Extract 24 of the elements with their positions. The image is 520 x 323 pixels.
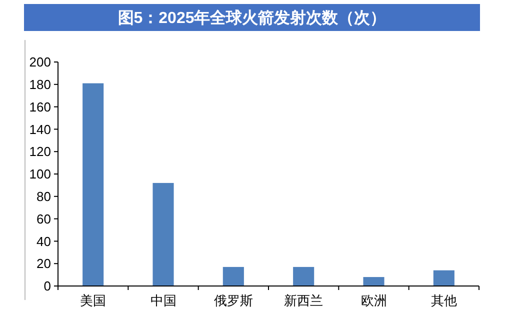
bar — [82, 83, 104, 286]
x-tick-label: 其他 — [430, 293, 457, 308]
x-tick-label: 中国 — [150, 293, 176, 308]
bar — [152, 182, 174, 286]
bar — [293, 266, 314, 286]
x-tick-label: 新西兰 — [284, 293, 324, 308]
y-tick-label: 200 — [29, 54, 51, 70]
y-tick-label: 180 — [29, 76, 51, 92]
y-tick-label: 40 — [36, 234, 51, 249]
x-tick-label: 俄罗斯 — [214, 293, 253, 308]
y-tick-label: 0 — [44, 278, 51, 294]
x-tick-label: 欧洲 — [360, 293, 387, 308]
y-tick-label: 80 — [36, 188, 51, 204]
bar — [433, 270, 454, 286]
chart-title: 图5：2025年全球火箭发射次数（次） — [118, 9, 386, 27]
y-tick-label: 140 — [29, 122, 51, 137]
y-tick-label: 100 — [29, 166, 51, 182]
bar — [363, 277, 384, 286]
y-tick-label: 20 — [36, 256, 51, 272]
bar — [222, 266, 244, 286]
y-tick-label: 60 — [36, 211, 51, 226]
y-tick-label: 120 — [29, 144, 51, 160]
x-tick-label: 美国 — [80, 293, 106, 308]
y-tick-label: 160 — [29, 99, 51, 114]
